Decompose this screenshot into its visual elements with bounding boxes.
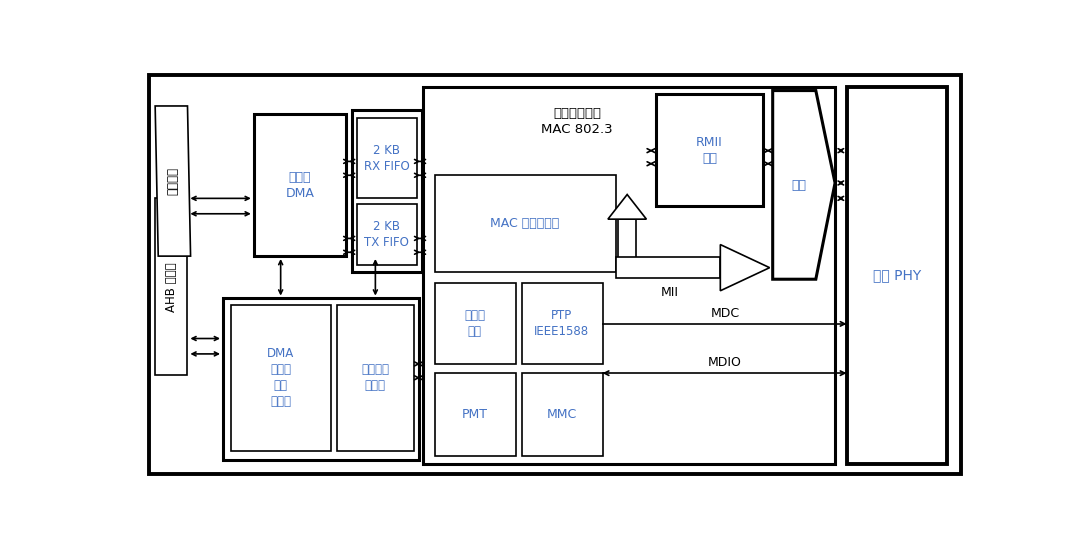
Text: MMC: MMC xyxy=(546,408,577,421)
Bar xyxy=(254,113,346,256)
Bar xyxy=(357,117,417,198)
Text: 外部 PHY: 外部 PHY xyxy=(873,268,920,282)
Polygon shape xyxy=(721,244,770,291)
Text: RMII
接口: RMII 接口 xyxy=(696,136,723,165)
Bar xyxy=(223,299,420,460)
Bar xyxy=(521,373,603,456)
Bar xyxy=(847,87,946,464)
Text: 2 KB
RX FIFO: 2 KB RX FIFO xyxy=(364,144,410,173)
Text: PMT: PMT xyxy=(462,408,488,421)
Bar xyxy=(337,305,414,451)
Text: 校验和
减荷: 校验和 减荷 xyxy=(464,310,486,338)
Bar xyxy=(619,219,636,272)
Text: 选择: 选择 xyxy=(791,179,806,192)
Bar xyxy=(656,94,763,206)
Text: PTP
IEEE1588: PTP IEEE1588 xyxy=(534,310,590,338)
Bar xyxy=(423,87,835,464)
Text: 介质访问控制: 介质访问控制 xyxy=(553,107,602,120)
Bar xyxy=(435,283,516,364)
Bar xyxy=(616,257,721,278)
Text: 以太网
DMA: 以太网 DMA xyxy=(285,171,314,200)
Text: MAC 控制寄存器: MAC 控制寄存器 xyxy=(490,217,559,230)
Text: 工作模式
寄存器: 工作模式 寄存器 xyxy=(361,363,389,392)
Bar xyxy=(435,373,516,456)
Bar xyxy=(521,283,603,364)
Text: 总线矩阵: 总线矩阵 xyxy=(166,167,179,195)
Text: AHB 从接口: AHB 从接口 xyxy=(165,262,178,312)
Text: MDC: MDC xyxy=(710,307,739,320)
Polygon shape xyxy=(608,194,646,219)
Polygon shape xyxy=(773,91,835,279)
Text: MAC 802.3: MAC 802.3 xyxy=(541,123,612,136)
Bar xyxy=(231,305,331,451)
Bar xyxy=(357,204,417,266)
Polygon shape xyxy=(155,106,191,256)
Text: MII: MII xyxy=(660,286,679,299)
Text: 2 KB
TX FIFO: 2 KB TX FIFO xyxy=(364,220,410,249)
Text: DMA
控制与
状态
寄存器: DMA 控制与 状态 寄存器 xyxy=(267,348,294,408)
Bar xyxy=(435,175,616,272)
Bar xyxy=(352,110,422,272)
Bar xyxy=(155,198,188,375)
Text: MDIO: MDIO xyxy=(708,356,741,369)
